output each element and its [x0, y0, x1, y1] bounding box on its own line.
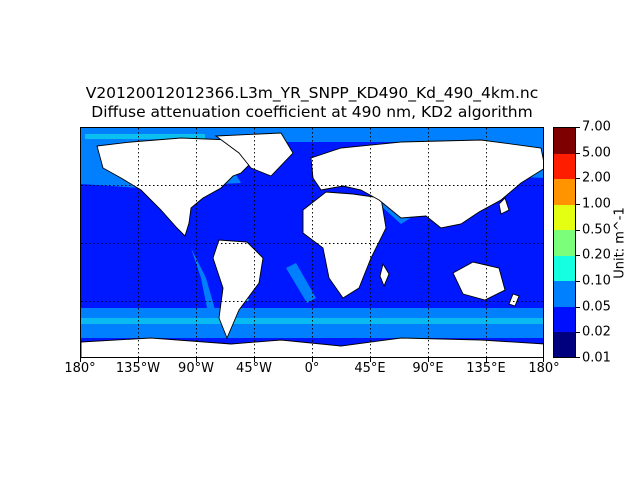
longitude-tick-label: 0° — [304, 361, 320, 376]
longitude-tick-label: 45°E — [354, 361, 386, 376]
colorbar-label: Unit: m^-1 — [612, 207, 628, 279]
longitude-tick-mark — [312, 358, 313, 362]
longitude-tick-mark — [80, 358, 81, 362]
colorbar-tick-label: 7.00 — [582, 119, 611, 135]
longitude-tick-mark — [543, 358, 544, 362]
world-map — [80, 127, 544, 358]
longitude-tick-mark — [138, 358, 139, 362]
colorbar-tick-mark — [576, 281, 580, 282]
colorbar-tick-mark — [576, 230, 580, 231]
colorbar-tick-label: 0.10 — [582, 273, 611, 289]
colorbar-tick-label: 0.50 — [582, 222, 611, 238]
longitude-tick-mark — [370, 358, 371, 362]
longitude-tick-mark — [254, 358, 255, 362]
colorbar-tick-mark — [576, 127, 580, 128]
map-subtitle: Diffuse attenuation coefficient at 490 n… — [91, 103, 533, 121]
colorbar-tick-label: 0.20 — [582, 247, 611, 263]
colorbar-tick-mark — [576, 153, 580, 154]
colorbar-segment — [554, 153, 575, 180]
longitude-tick-label: 135°W — [115, 361, 161, 376]
colorbar-segment — [554, 178, 575, 205]
colorbar-tick-label: 1.00 — [582, 196, 611, 212]
colorbar-tick-label: 0.01 — [582, 350, 611, 366]
colorbar-segment — [554, 306, 575, 333]
colorbar-segment — [554, 128, 575, 154]
longitude-tick-label: 180° — [64, 361, 96, 376]
longitude-tick-label: 90°E — [412, 361, 444, 376]
colorbar-segment — [554, 255, 575, 282]
colorbar-tick-mark — [576, 255, 580, 256]
colorbar-tick-label: 0.05 — [582, 299, 611, 315]
colorbar-segment — [554, 280, 575, 307]
colorbar — [553, 127, 576, 358]
graticule — [81, 128, 543, 357]
colorbar-tick-mark — [576, 307, 580, 308]
map-title: V20120012012366.L3m_YR_SNPP_KD490_Kd_490… — [85, 84, 539, 102]
longitude-tick-label: 135°E — [466, 361, 506, 376]
longitude-tick-label: 90°W — [178, 361, 214, 376]
colorbar-tick-mark — [576, 204, 580, 205]
colorbar-tick-label: 2.00 — [582, 170, 611, 186]
colorbar-segment — [554, 229, 575, 256]
colorbar-segment — [554, 204, 575, 231]
colorbar-tick-mark — [576, 357, 580, 358]
colorbar-tick-label: 5.00 — [582, 145, 611, 161]
colorbar-segment — [554, 331, 575, 358]
colorbar-tick-mark — [576, 178, 580, 179]
longitude-tick-label: 45°W — [236, 361, 272, 376]
colorbar-tick-mark — [576, 332, 580, 333]
colorbar-tick-label: 0.02 — [582, 324, 611, 340]
longitude-tick-mark — [486, 358, 487, 362]
longitude-tick-mark — [428, 358, 429, 362]
longitude-tick-mark — [196, 358, 197, 362]
longitude-tick-label: 180° — [528, 361, 560, 376]
